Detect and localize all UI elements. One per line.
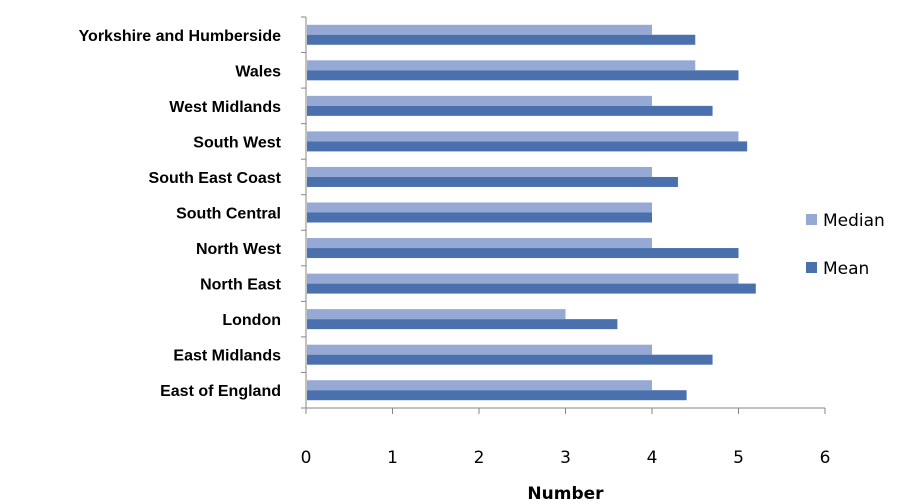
category-label: Wales bbox=[235, 63, 281, 80]
bar-mean bbox=[307, 34, 696, 45]
legend-swatch-median bbox=[806, 214, 817, 225]
category-label: North East bbox=[200, 277, 282, 294]
bar-mean bbox=[307, 176, 678, 187]
category-label: South Central bbox=[176, 206, 281, 223]
bar-mean bbox=[307, 70, 739, 81]
x-tick-label: 3 bbox=[560, 448, 571, 468]
category-label: South West bbox=[193, 134, 281, 151]
legend: Median Mean bbox=[806, 211, 885, 279]
bar-mean bbox=[307, 105, 713, 116]
category-label: North West bbox=[196, 241, 282, 258]
bar-median bbox=[307, 202, 652, 213]
category-label: London bbox=[222, 312, 281, 329]
bar-median bbox=[307, 238, 652, 249]
bar-median bbox=[307, 273, 739, 284]
bar-mean bbox=[307, 248, 739, 259]
category-label: East Midlands bbox=[173, 348, 281, 365]
x-tick-label: 5 bbox=[733, 448, 744, 468]
x-tick-label: 2 bbox=[474, 448, 485, 468]
bar-mean bbox=[307, 212, 652, 223]
bar-median bbox=[307, 344, 652, 355]
category-label: West Midlands bbox=[169, 99, 281, 116]
x-tick-labels: 0 1 2 3 4 5 6 bbox=[301, 448, 831, 468]
bar-mean bbox=[307, 354, 713, 365]
bar-median bbox=[307, 60, 696, 71]
bar-mean bbox=[307, 390, 687, 401]
category-label: South East Coast bbox=[149, 170, 282, 187]
bar-median bbox=[307, 380, 652, 391]
x-tick-label: 6 bbox=[820, 448, 831, 468]
bar-median bbox=[307, 24, 652, 35]
category-label: Yorkshire and Humberside bbox=[79, 28, 282, 45]
axis-ticks bbox=[301, 16, 826, 414]
legend-swatch-mean bbox=[806, 262, 817, 273]
x-tick-label: 4 bbox=[647, 448, 658, 468]
bar-median bbox=[307, 309, 566, 320]
bar-mean bbox=[307, 141, 748, 152]
bar-mean bbox=[307, 319, 618, 330]
category-label: East of England bbox=[160, 383, 281, 400]
x-tick-label: 1 bbox=[387, 448, 398, 468]
category-labels: East of England East Midlands London North … bbox=[79, 28, 282, 400]
x-axis-title: Number bbox=[527, 484, 604, 504]
bar-median bbox=[307, 131, 739, 142]
x-tick-label: 0 bbox=[301, 448, 312, 468]
bar-mean bbox=[307, 283, 756, 294]
bars-group bbox=[307, 24, 756, 401]
legend-label-mean: Mean bbox=[823, 259, 869, 279]
bar-median bbox=[307, 166, 652, 177]
legend-label-median: Median bbox=[823, 211, 885, 231]
bar-median bbox=[307, 95, 652, 106]
